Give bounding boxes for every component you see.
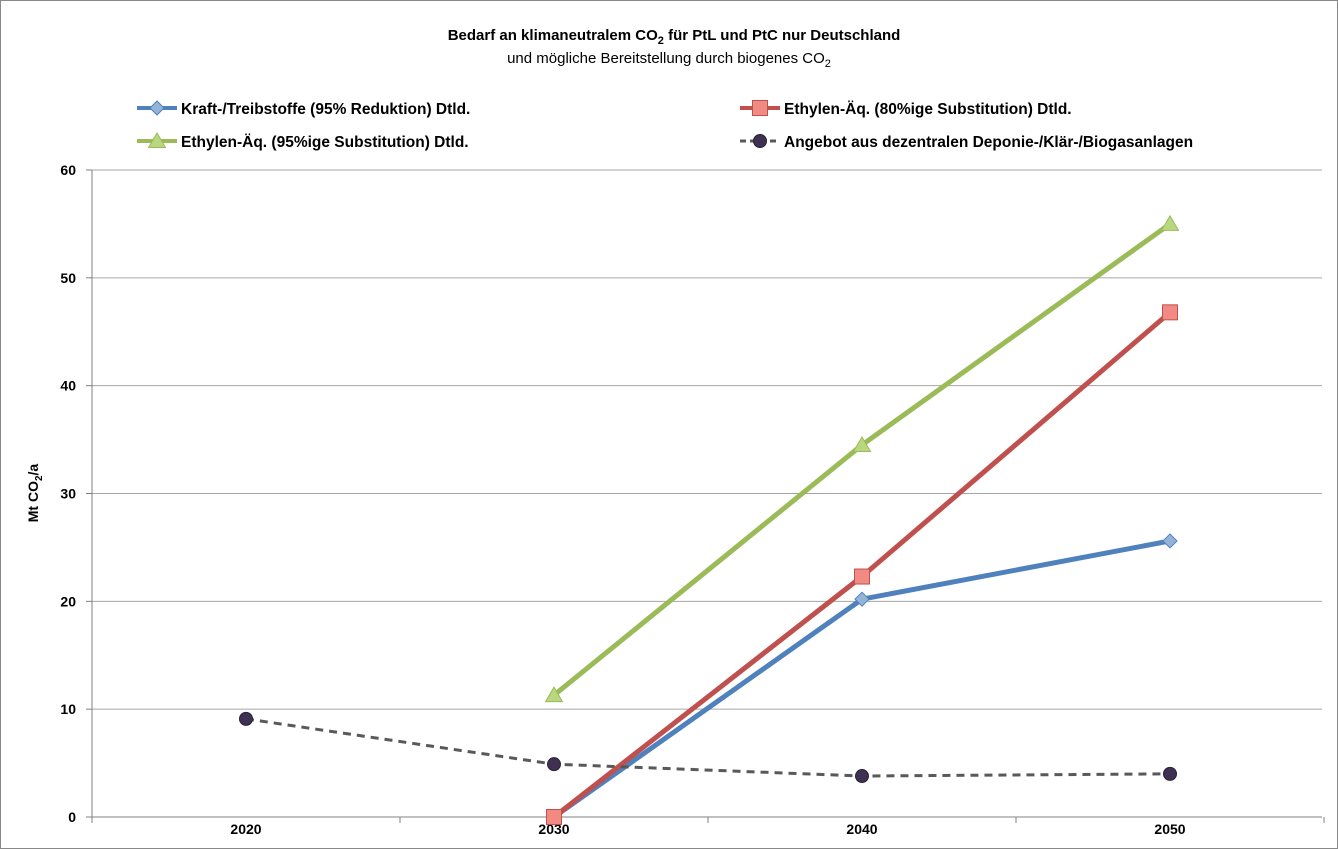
y-tick-label: 10: [60, 701, 76, 717]
y-tick-label: 20: [60, 593, 76, 609]
legend-item: Kraft-/Treibstoffe (95% Reduktion) Dtld.: [137, 100, 470, 118]
y-tick-label: 60: [60, 162, 76, 178]
data-point: [547, 757, 561, 772]
series-ethylen-95: [544, 214, 1180, 703]
data-point: [544, 686, 564, 703]
legend-marker-swatch: [147, 132, 167, 148]
series-angebot-biogen: [239, 711, 1177, 784]
data-point: [854, 568, 870, 585]
data-point: [546, 809, 562, 825]
data-point: [1160, 214, 1180, 231]
data-point: [239, 711, 253, 726]
data-point: [855, 769, 869, 784]
y-axis-ticks: 0 10 20 30 40 50 60: [60, 162, 92, 825]
series-line: [245, 717, 1171, 778]
legend-item: Ethylen-Äq. (80%ige Substitution) Dtld.: [740, 100, 1072, 118]
y-axis-label: Mt CO2/a: [25, 464, 45, 523]
legend-item: Ethylen-Äq. (95%ige Substitution) Dtld.: [137, 132, 469, 151]
chart-title: Bedarf an klimaneutralem CO2 für PtL und…: [448, 27, 901, 47]
legend: Kraft-/Treibstoffe (95% Reduktion) Dtld.…: [137, 100, 1193, 151]
y-tick-label: 30: [60, 486, 76, 502]
legend-marker-swatch: [149, 100, 165, 116]
axes: [91, 170, 1322, 818]
y-tick-label: 50: [60, 270, 76, 286]
y-tick-label: 0: [68, 809, 76, 825]
legend-label: Angebot aus dezentralen Deponie-/Klär-/B…: [784, 134, 1193, 151]
x-tick-label: 2020: [230, 821, 261, 837]
data-point: [1162, 304, 1178, 321]
data-point: [852, 435, 872, 452]
series-ethylen-80: [546, 304, 1178, 825]
legend-label: Kraft-/Treibstoffe (95% Reduktion) Dtld.: [181, 101, 470, 118]
x-tick-label: 2040: [846, 821, 877, 837]
legend-marker-swatch: [752, 100, 768, 116]
data-point: [1163, 766, 1177, 781]
data-point: [854, 591, 870, 607]
legend-item: Angebot aus dezentralen Deponie-/Klär-/B…: [740, 134, 1193, 151]
y-tick-label: 40: [60, 378, 76, 394]
series-layer: [239, 214, 1180, 825]
legend-marker-swatch: [753, 134, 767, 148]
legend-label: Ethylen-Äq. (80%ige Substitution) Dtld.: [784, 101, 1072, 118]
x-tick-label: 2050: [1154, 821, 1185, 837]
data-point: [1162, 533, 1178, 549]
chart-subtitle: und mögliche Bereitstellung durch biogen…: [507, 50, 831, 70]
legend-label: Ethylen-Äq. (95%ige Substitution) Dtld.: [181, 134, 469, 151]
